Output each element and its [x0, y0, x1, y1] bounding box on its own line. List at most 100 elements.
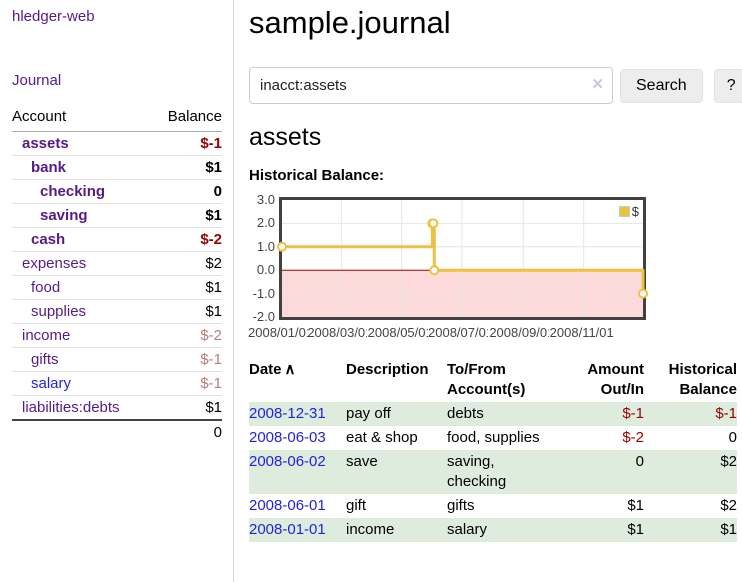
transaction-description: income	[346, 518, 447, 542]
y-axis-tick-label: 1.0	[256, 238, 275, 254]
account-link-food[interactable]: food	[31, 279, 61, 296]
account-balance: $1	[151, 275, 222, 300]
account-link-salary[interactable]: salary	[31, 375, 72, 392]
account-row: assets $-1	[12, 132, 222, 156]
account-link-expenses[interactable]: expenses	[22, 255, 87, 272]
transaction-description: gift	[346, 497, 367, 514]
transaction-balance: $2	[644, 450, 737, 494]
account-balance: $1	[151, 155, 222, 180]
register-account-heading: assets	[249, 123, 322, 151]
sidebar-item-journal[interactable]: Journal	[12, 72, 62, 89]
balance-header: Historical Balance	[668, 361, 737, 398]
main-content: sample.journal ✕ Search ? assets Histori…	[234, 0, 742, 582]
legend-swatch	[618, 206, 630, 217]
y-axis-tick-label: 2.0	[256, 215, 275, 231]
transaction-amount: $1	[627, 497, 644, 514]
help-button[interactable]: ?	[713, 68, 742, 103]
transaction-date-link[interactable]: 2008-06-01	[249, 497, 326, 514]
amount-header: Amount Out/In	[587, 361, 644, 398]
account-link-liabilities-debts[interactable]: liabilities:debts	[22, 398, 120, 416]
accounts-table: Account Balance assets $-1 bank $1 check…	[12, 105, 222, 444]
account-row: bank $1	[12, 155, 222, 180]
accounts-table-header: Account Balance	[12, 105, 222, 132]
x-axis-tick-label: 2008/01/01	[248, 325, 308, 340]
description-header: Description	[346, 361, 429, 378]
account-balance: $1	[151, 395, 222, 420]
register-row: 2008-06-03 eat & shop food, supplies $-2…	[249, 426, 737, 450]
x-axis-tick-label: 2008/03/01	[307, 325, 368, 340]
accounts-total: 0	[151, 418, 222, 444]
account-row: liabilities:debts $1	[12, 395, 222, 420]
accounts-header: To/From Account(s)	[447, 361, 526, 398]
account-row: cash $-2	[12, 227, 222, 252]
y-axis-tick-label: 3.0	[256, 192, 275, 207]
account-balance: $-1	[151, 371, 222, 396]
account-link-cash[interactable]: cash	[31, 231, 66, 248]
x-axis-tick-label: 2008/09/01	[489, 325, 550, 340]
transaction-date-link[interactable]: 2008-06-03	[249, 429, 326, 446]
legend-label: $	[631, 204, 639, 219]
transaction-amount: 0	[560, 450, 644, 494]
search-form: ✕ Search ?	[249, 67, 742, 104]
transaction-amount: $-1	[560, 402, 644, 426]
transaction-date-link[interactable]: 2008-12-31	[249, 405, 326, 422]
register-table: Date ∧ Description To/From Account(s) Amo…	[249, 358, 737, 542]
account-link-supplies[interactable]: supplies	[31, 303, 87, 320]
register-row: 2008-12-31 pay off debts $-1 $-1	[249, 402, 737, 426]
account-balance: $-2	[151, 323, 222, 348]
transaction-accounts: salary	[447, 518, 560, 542]
search-button[interactable]: Search	[620, 68, 703, 103]
transaction-description: pay off	[346, 402, 447, 426]
transaction-date-link[interactable]: 2008-01-01	[249, 521, 326, 538]
transaction-accounts: gifts	[447, 497, 475, 514]
page-title: sample.journal	[249, 5, 451, 40]
account-row: checking 0	[12, 179, 222, 204]
account-row: saving $1	[12, 203, 222, 228]
transaction-description: eat & shop	[346, 429, 418, 446]
account-link-gifts[interactable]: gifts	[31, 351, 59, 368]
accounts-header-account: Account	[12, 105, 152, 132]
accounts-header-balance: Balance	[151, 105, 222, 132]
transaction-description: save	[346, 450, 447, 494]
account-row: supplies $1	[12, 299, 222, 324]
register-row: 2008-01-01 income salary $1 $1	[249, 518, 737, 542]
search-box: ✕	[249, 67, 613, 104]
app-title-link[interactable]: hledger-web	[12, 8, 95, 25]
balance-chart-canvas	[277, 200, 648, 317]
account-balance: $1	[151, 203, 222, 228]
transaction-balance: $2	[720, 497, 737, 514]
sidebar: hledger-web Journal Account Balance asse…	[0, 0, 234, 582]
account-link-saving[interactable]: saving	[40, 207, 88, 224]
date-sort-header[interactable]: Date ∧	[249, 358, 346, 402]
balance-chart-plot[interactable]: $	[277, 197, 648, 320]
account-row: income $-2	[12, 323, 222, 348]
transaction-balance: 0	[728, 429, 737, 446]
account-balance: $1	[151, 299, 222, 324]
account-link-bank[interactable]: bank	[31, 159, 67, 176]
account-link-assets[interactable]: assets	[22, 135, 69, 152]
transaction-amount: $-2	[622, 429, 644, 446]
chart-title: Historical Balance:	[249, 167, 385, 184]
transaction-amount: $1	[560, 518, 644, 542]
y-axis-tick-label: 0.0	[256, 262, 275, 278]
sidebar-nav: Journal	[12, 72, 222, 89]
sort-ascending-icon: ∧	[284, 361, 296, 378]
app-title: hledger-web	[12, 8, 222, 25]
transaction-date-link[interactable]: 2008-06-02	[249, 453, 326, 470]
y-axis-tick-label: -1.0	[252, 285, 275, 301]
transaction-accounts: saving, checking	[447, 450, 560, 494]
account-link-income[interactable]: income	[22, 327, 71, 344]
y-axis-tick-label: -2.0	[252, 309, 275, 324]
transaction-balance: $-1	[644, 402, 737, 426]
account-row: gifts $-1	[12, 347, 222, 372]
account-balance: 0	[151, 179, 222, 204]
transaction-accounts: debts	[447, 402, 560, 426]
x-axis-tick-label: 2008/05/01	[367, 325, 428, 340]
clear-search-icon[interactable]: ✕	[591, 76, 604, 93]
chart-legend: $	[618, 204, 639, 219]
account-link-checking[interactable]: checking	[40, 183, 106, 200]
account-balance: $-1	[200, 135, 222, 152]
transaction-balance: $1	[644, 518, 737, 542]
x-axis-tick-label: 2008/11/01	[549, 325, 614, 340]
search-input[interactable]	[249, 67, 613, 104]
